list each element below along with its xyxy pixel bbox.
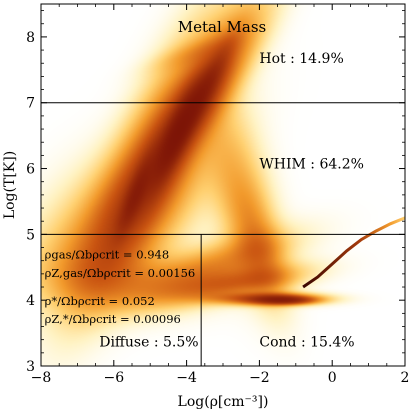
x-tick-label: −6 [103,370,124,386]
x-axis-ticks: −8 −6 −4 −2 0 2 [31,4,410,386]
y-tick-label: 5 [26,227,35,243]
density-annotation: ρZ,*/Ωbρcrit = 0.00096 [45,312,181,326]
density-heatmap [41,4,405,366]
phase-labels: Hot : 14.9% WHIM : 64.2% Diffuse : 5.5% Con… [99,51,364,350]
phase-label-whim: WHIM : 64.2% [259,157,364,173]
x-tick-label: −4 [176,370,197,386]
density-annotation: ρ*/Ωbρcrit = 0.052 [45,294,155,308]
y-tick-label: 6 [26,162,35,178]
y-tick-label: 7 [26,96,35,112]
y-tick-label: 4 [26,293,35,309]
x-tick-label: 0 [328,370,337,386]
x-axis-label: Log(ρ[cm⁻³]) [178,394,269,410]
x-tick-label: 2 [401,370,410,386]
phase-label-cond: Cond : 15.4% [259,334,354,350]
plot-area [41,4,405,366]
phase-boundaries [41,102,405,366]
y-tick-label: 3 [26,359,35,375]
phase-label-diffuse: Diffuse : 5.5% [99,334,198,350]
y-axis-ticks: 3 4 5 6 7 8 [26,10,405,375]
density-annotations: ρgas/Ωbρcrit = 0.948 ρZ,gas/Ωbρcrit = 0.0… [45,248,196,327]
condensed-track-line [302,216,405,289]
phase-label-hot: Hot : 14.9% [259,51,343,67]
chart-title: Metal Mass [178,18,266,36]
density-annotation: ρgas/Ωbρcrit = 0.948 [45,248,170,262]
density-annotation: ρZ,gas/Ωbρcrit = 0.00156 [45,266,196,280]
y-tick-label: 8 [26,30,35,46]
y-axis-label: Log(T[K]) [2,151,18,219]
x-tick-label: −2 [249,370,270,386]
x-tick-label: −8 [31,370,52,386]
